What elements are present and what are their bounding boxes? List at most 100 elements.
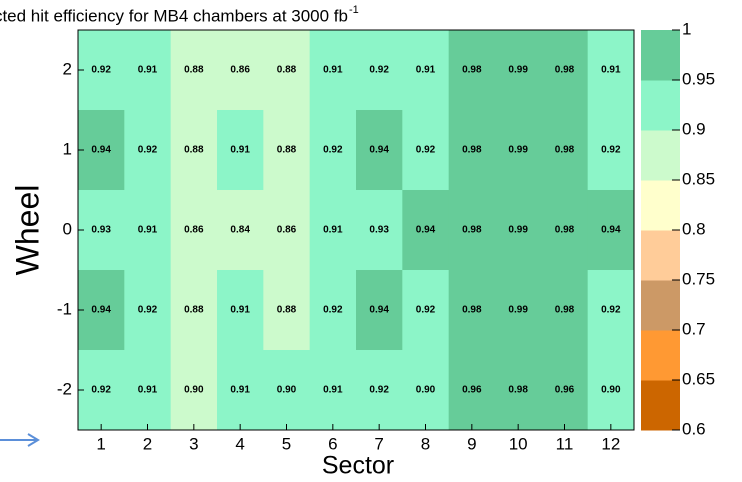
x-tick-label: 8 <box>421 434 430 453</box>
colorbar-segment <box>641 230 680 281</box>
cell-label: 0.91 <box>416 65 436 76</box>
cell-label: 0.94 <box>91 305 111 316</box>
heatmap-cell <box>402 350 450 431</box>
cell-label: 0.91 <box>230 145 250 156</box>
cell-label: 0.98 <box>555 65 575 76</box>
heatmap-cell <box>217 190 264 271</box>
heatmap-cell <box>541 190 589 271</box>
heatmap-cell <box>170 350 218 431</box>
heatmap-cell <box>448 110 496 191</box>
heatmap-cell <box>263 30 311 111</box>
heatmap-cell <box>495 350 542 431</box>
cell-label: 0.92 <box>416 305 436 316</box>
heatmap-cell <box>448 270 496 351</box>
colorbar-tick-label: 0.95 <box>682 69 715 88</box>
cell-label: 0.88 <box>277 305 297 316</box>
cell-label: 0.90 <box>184 385 204 396</box>
cell-label: 0.93 <box>369 225 389 236</box>
colorbar-segment <box>641 30 680 81</box>
cell-label: 0.94 <box>416 225 436 236</box>
colorbar-segment <box>641 380 680 431</box>
cell-label: 0.92 <box>416 145 436 156</box>
heatmap-cell <box>124 350 172 431</box>
heatmap-cell <box>587 270 635 351</box>
colorbar-tick-label: 0.6 <box>682 419 706 438</box>
cell-label: 0.98 <box>462 305 482 316</box>
cell-label: 0.88 <box>277 65 297 76</box>
cell-label: 0.99 <box>508 225 528 236</box>
cell-label: 0.91 <box>230 385 250 396</box>
cell-label: 0.98 <box>462 145 482 156</box>
colorbar-tick-label: 0.8 <box>682 219 706 238</box>
x-tick-label: 12 <box>601 434 620 453</box>
heatmap-cell <box>309 190 357 271</box>
heatmap-cell <box>587 30 635 111</box>
heatmap-cell <box>124 190 172 271</box>
cell-label: 0.91 <box>138 225 158 236</box>
heatmap-cell <box>356 190 403 271</box>
x-tick-label: 1 <box>96 434 105 453</box>
cell-label: 0.91 <box>323 385 343 396</box>
cell-label: 0.86 <box>277 225 297 236</box>
heatmap-cell <box>587 190 635 271</box>
colorbar-tick-label: 0.7 <box>682 319 706 338</box>
colorbar-segment <box>641 80 680 131</box>
heatmap-cell <box>541 350 589 431</box>
x-tick-label: 10 <box>509 434 528 453</box>
colorbar-tick-label: 0.9 <box>682 119 706 138</box>
heatmap-cell <box>217 270 264 351</box>
cell-label: 0.99 <box>508 305 528 316</box>
heatmap-cell <box>541 270 589 351</box>
heatmap-cell <box>587 110 635 191</box>
heatmap-cell <box>309 110 357 191</box>
chart-title: Expected hit efficiency for MB4 chambers… <box>0 6 348 25</box>
heatmap-cell <box>78 190 125 271</box>
cell-label: 0.98 <box>508 385 528 396</box>
x-tick-label: 4 <box>235 434 244 453</box>
x-tick-label: 11 <box>556 434 574 453</box>
cell-label: 0.92 <box>323 145 343 156</box>
x-tick-label: 5 <box>282 434 291 453</box>
colorbar-tick-label: 0.75 <box>682 269 715 288</box>
cell-label: 0.98 <box>555 225 575 236</box>
cell-label: 0.84 <box>230 225 250 236</box>
heatmap-cell <box>263 350 311 431</box>
heatmap-cell <box>448 30 496 111</box>
heatmap-cell <box>170 110 218 191</box>
heatmap-cell <box>541 30 589 111</box>
heatmap-cell <box>495 270 542 351</box>
cell-label: 0.96 <box>555 385 575 396</box>
y-tick-label: 1 <box>63 139 72 158</box>
cell-label: 0.88 <box>184 65 204 76</box>
colorbar-tick-label: 0.85 <box>682 169 715 188</box>
heatmap-cell <box>356 270 403 351</box>
y-tick-label: -1 <box>57 299 72 318</box>
cell-label: 0.92 <box>138 305 158 316</box>
cell-label: 0.98 <box>462 65 482 76</box>
cell-label: 0.93 <box>91 225 111 236</box>
heatmap-cell <box>263 270 311 351</box>
heatmap-cell <box>495 30 542 111</box>
cell-label: 0.92 <box>601 145 621 156</box>
cell-label: 0.94 <box>369 145 389 156</box>
heatmap-cell <box>78 110 125 191</box>
cell-label: 0.91 <box>138 65 158 76</box>
cell-label: 0.91 <box>323 225 343 236</box>
cell-label: 0.91 <box>601 65 621 76</box>
cell-label: 0.90 <box>601 385 621 396</box>
cell-label: 0.98 <box>462 225 482 236</box>
cell-label: 0.98 <box>555 145 575 156</box>
colorbar-segment <box>641 330 680 381</box>
heatmap-cell <box>78 30 125 111</box>
y-tick-label: 2 <box>63 59 72 78</box>
heatmap-cell <box>541 110 589 191</box>
x-tick-label: 6 <box>328 434 337 453</box>
x-tick-label: 3 <box>189 434 198 453</box>
cell-label: 0.92 <box>138 145 158 156</box>
heatmap-cell <box>587 350 635 431</box>
heatmap-cell <box>124 110 172 191</box>
cell-label: 0.88 <box>184 305 204 316</box>
heatmap-cell <box>124 30 172 111</box>
colorbar-tick-label: 0.65 <box>682 369 715 388</box>
